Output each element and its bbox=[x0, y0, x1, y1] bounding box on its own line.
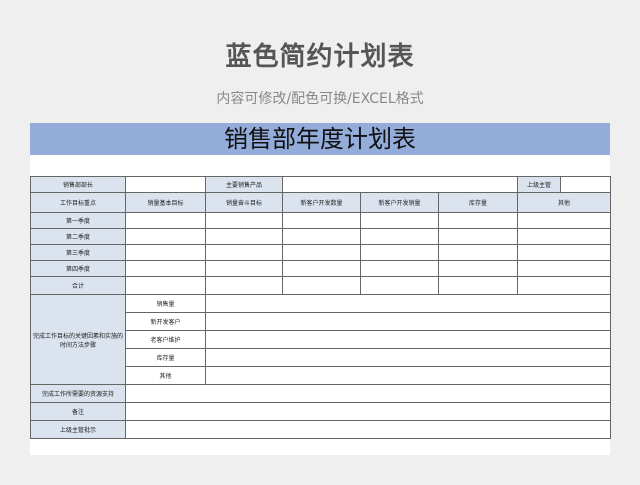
step-label: 库存量 bbox=[125, 348, 206, 367]
data-cell[interactable] bbox=[360, 212, 439, 229]
data-cell[interactable] bbox=[282, 244, 361, 261]
quarter-label: 合计 bbox=[30, 276, 126, 295]
steps-label: 完成工作目标的关键因素和实施的时间方法步骤 bbox=[30, 294, 126, 385]
data-cell[interactable] bbox=[125, 212, 206, 229]
footer-cell[interactable] bbox=[124, 384, 612, 403]
data-cell[interactable] bbox=[360, 260, 439, 277]
footer-row: 上级主管批示 bbox=[30, 420, 612, 439]
step-row: 老客户维护 bbox=[31, 330, 612, 349]
data-cell[interactable] bbox=[437, 244, 519, 261]
footer-cell[interactable] bbox=[124, 420, 612, 439]
sheet-title: 销售部年度计划表 bbox=[30, 123, 610, 155]
quarter-row: 第三季度 bbox=[30, 244, 612, 261]
step-label: 销售量 bbox=[125, 294, 206, 313]
col-header: 销量基本目标 bbox=[125, 192, 206, 213]
step-cell[interactable] bbox=[204, 330, 612, 349]
data-cell[interactable] bbox=[437, 212, 519, 229]
step-cell[interactable] bbox=[204, 366, 612, 385]
data-cell[interactable] bbox=[437, 276, 519, 295]
footer-cell[interactable] bbox=[124, 402, 612, 421]
data-cell[interactable] bbox=[360, 244, 439, 261]
data-cell[interactable] bbox=[205, 260, 283, 277]
data-cell[interactable] bbox=[517, 212, 612, 229]
cell-dept-head[interactable] bbox=[125, 176, 206, 193]
data-cell[interactable] bbox=[125, 228, 206, 245]
label-supervisor: 上级主管 bbox=[517, 176, 562, 193]
step-label: 新开发客户 bbox=[125, 312, 206, 331]
quarter-label: 第四季度 bbox=[30, 260, 126, 277]
footer-label: 完成工作所需要的资源支持 bbox=[30, 384, 126, 403]
data-cell[interactable] bbox=[360, 228, 439, 245]
data-cell[interactable] bbox=[517, 228, 612, 245]
col-header: 其他 bbox=[517, 192, 612, 213]
data-cell[interactable] bbox=[517, 260, 612, 277]
spreadsheet: 销售部年度计划表 销售部部长 主要销售产品 上级主管 工作目标重点 销量基本目标… bbox=[30, 123, 612, 455]
quarter-row: 第二季度 bbox=[30, 228, 612, 245]
footer-row: 备注 bbox=[30, 402, 612, 421]
quarter-row: 第四季度 bbox=[30, 260, 612, 277]
data-cell[interactable] bbox=[282, 228, 361, 245]
data-cell[interactable] bbox=[125, 244, 206, 261]
page-title: 蓝色简约计划表 bbox=[225, 42, 415, 72]
col-header: 销量奋斗目标 bbox=[205, 192, 283, 213]
footer-label: 备注 bbox=[30, 402, 126, 421]
quarter-label: 第一季度 bbox=[30, 212, 126, 229]
step-cell[interactable] bbox=[204, 312, 612, 331]
quarter-row: 合计 bbox=[30, 276, 612, 295]
quarter-label: 第三季度 bbox=[30, 244, 126, 261]
data-cell[interactable] bbox=[205, 228, 283, 245]
page-subtitle: 内容可修改/配色可换/EXCEL格式 bbox=[216, 91, 424, 107]
quarter-label: 第二季度 bbox=[30, 228, 126, 245]
col-header: 新客户开发数量 bbox=[282, 192, 361, 213]
data-cell[interactable] bbox=[282, 276, 361, 295]
data-cell[interactable] bbox=[205, 212, 283, 229]
data-cell[interactable] bbox=[205, 244, 283, 261]
data-cell[interactable] bbox=[125, 260, 206, 277]
footer-row: 完成工作所需要的资源支持 bbox=[30, 384, 612, 403]
col-header: 新客户开发销量 bbox=[360, 192, 439, 213]
cell-main-product[interactable] bbox=[281, 176, 519, 193]
footer-label: 上级主管批示 bbox=[30, 420, 126, 439]
data-cell[interactable] bbox=[205, 276, 283, 295]
col-header: 库存量 bbox=[437, 192, 519, 213]
cell-supervisor[interactable] bbox=[560, 176, 612, 193]
data-cell[interactable] bbox=[360, 276, 439, 295]
data-cell[interactable] bbox=[282, 212, 361, 229]
label-main-product: 主要销售产品 bbox=[205, 176, 283, 193]
step-label: 其他 bbox=[125, 366, 206, 385]
data-cell[interactable] bbox=[517, 244, 612, 261]
step-row: 完成工作目标的关键因素和实施的时间方法步骤 销售量 bbox=[30, 294, 612, 385]
plan-table: 销售部部长 主要销售产品 上级主管 工作目标重点 销量基本目标 销量奋斗目标 新… bbox=[30, 176, 612, 439]
data-cell[interactable] bbox=[437, 228, 519, 245]
data-cell[interactable] bbox=[517, 276, 612, 295]
step-label: 老客户维护 bbox=[125, 330, 206, 349]
data-cell[interactable] bbox=[437, 260, 519, 277]
data-cell[interactable] bbox=[282, 260, 361, 277]
col-header: 工作目标重点 bbox=[30, 192, 126, 213]
step-cell[interactable] bbox=[204, 294, 612, 313]
data-cell[interactable] bbox=[125, 276, 206, 295]
label-dept-head: 销售部部长 bbox=[30, 176, 126, 193]
step-cell[interactable] bbox=[204, 348, 612, 367]
quarter-row: 第一季度 bbox=[30, 212, 612, 229]
